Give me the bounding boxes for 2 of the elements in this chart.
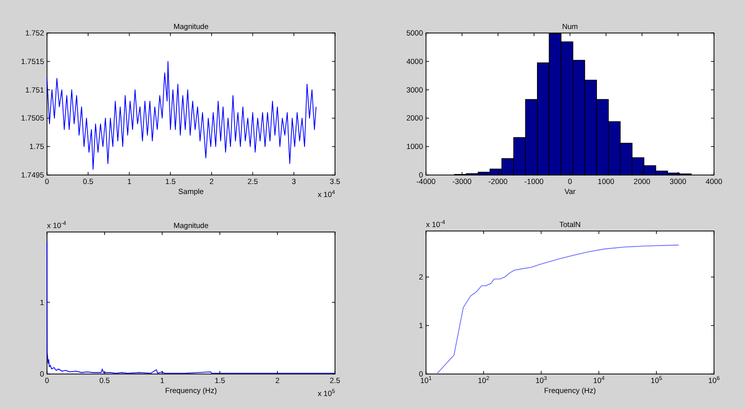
line-series [46, 240, 336, 374]
line-series [46, 61, 316, 170]
